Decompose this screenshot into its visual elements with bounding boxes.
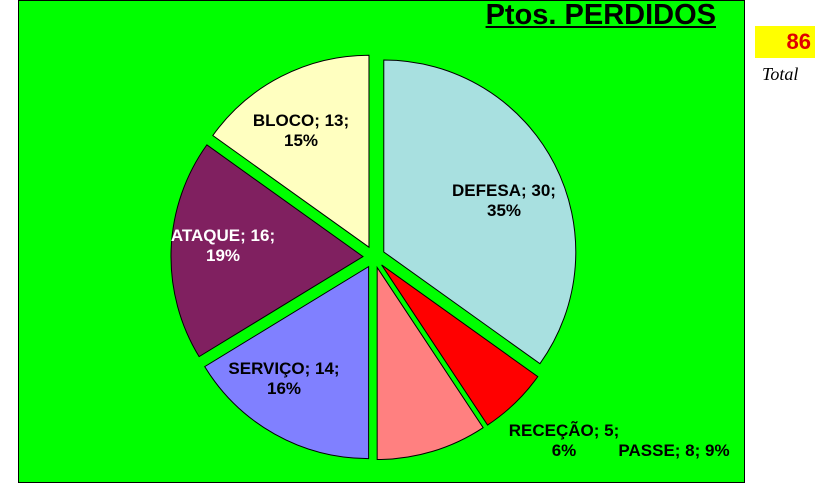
pie [170,54,577,461]
data-label: RECEÇÃO; 5; 6% [508,421,620,460]
slice [383,59,577,365]
total-label: Total [762,64,799,84]
slice [381,264,539,426]
data-label: DEFESA; 30; 35% [452,181,556,220]
slice [170,144,364,358]
chart-title: Ptos. PERDIDOS [485,0,716,31]
slice [376,265,484,461]
plot-area: Ptos. PERDIDOS DEFESA; 30; 35% RECEÇÃO; 5… [18,0,745,483]
data-label: SERVIÇO; 14; 16% [228,359,340,398]
data-label: BLOCO; 13; 15% [252,111,350,150]
slice [212,54,370,249]
total-value: 86 [755,26,815,58]
slice [204,265,370,460]
data-label: PASSE; 8; 9% [618,441,730,460]
data-label: ATAQUE; 16; 19% [170,226,276,265]
